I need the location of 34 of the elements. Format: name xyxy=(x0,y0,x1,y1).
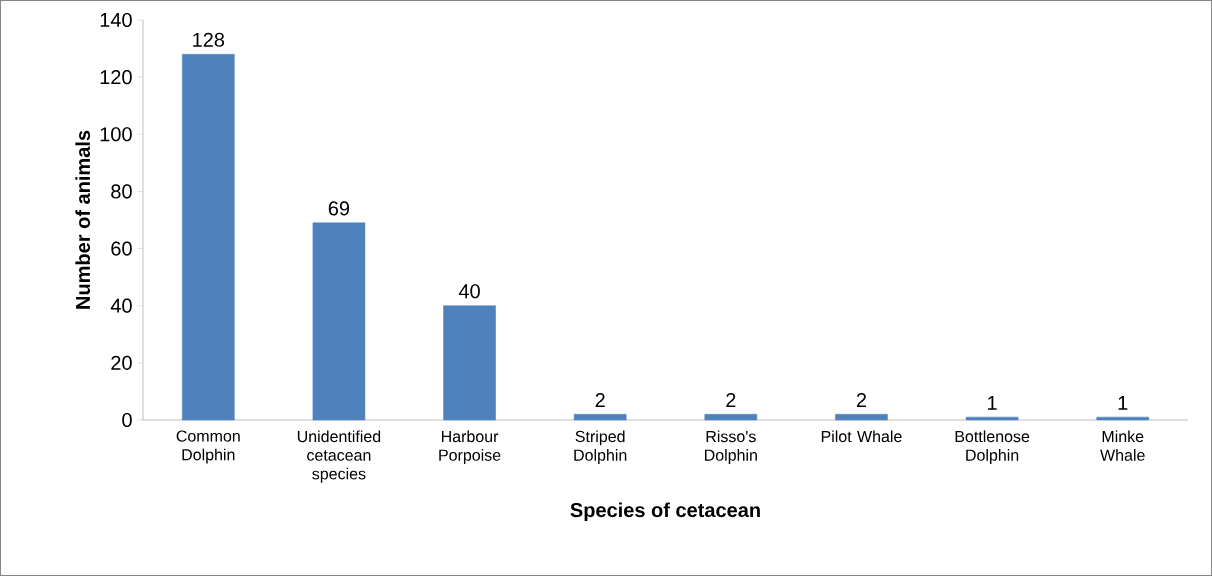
x-tick-label: Minke Whale xyxy=(1100,430,1145,461)
x-tick-label: Pilot Whale xyxy=(821,430,902,443)
x-tick-label: Risso's Dolphin xyxy=(705,430,757,464)
x-tick-label: Unidentified cetacean species xyxy=(297,430,381,483)
y-tick-label: 60 xyxy=(111,241,132,256)
data-label: 40 xyxy=(458,284,480,299)
data-label: 2 xyxy=(726,392,736,407)
y-tick-label: 40 xyxy=(110,298,132,313)
y-tick-label: 120 xyxy=(100,70,132,85)
bar xyxy=(835,414,888,421)
bar xyxy=(704,414,758,421)
bar xyxy=(182,54,235,421)
x-tick-label: Common Dolphin xyxy=(176,430,240,464)
y-tick-label: 100 xyxy=(100,127,132,142)
data-label: 128 xyxy=(193,32,225,47)
data-label: 1 xyxy=(1118,396,1128,410)
x-tick-label: Striped Dolphin xyxy=(574,430,627,464)
data-label: 2 xyxy=(856,392,867,407)
bar xyxy=(965,416,1019,421)
x-axis-title: Species of cetacean xyxy=(570,502,760,522)
y-tick-label: 0 xyxy=(122,412,132,428)
bar xyxy=(443,305,496,421)
data-label: 2 xyxy=(595,392,605,407)
x-tick-label: Bottlenose Dolphin xyxy=(955,430,1030,464)
y-tick-label: 140 xyxy=(100,12,132,28)
bar xyxy=(1096,416,1149,421)
bar xyxy=(573,414,627,421)
y-tick-label: 80 xyxy=(111,184,132,199)
data-label: 69 xyxy=(328,201,350,216)
y-tick-label: 20 xyxy=(111,355,132,370)
data-label: 1 xyxy=(988,396,997,410)
x-tick-label: Harbour Porpoise xyxy=(439,430,501,464)
y-axis-title: Number of animals xyxy=(75,130,91,309)
bar xyxy=(312,222,366,421)
